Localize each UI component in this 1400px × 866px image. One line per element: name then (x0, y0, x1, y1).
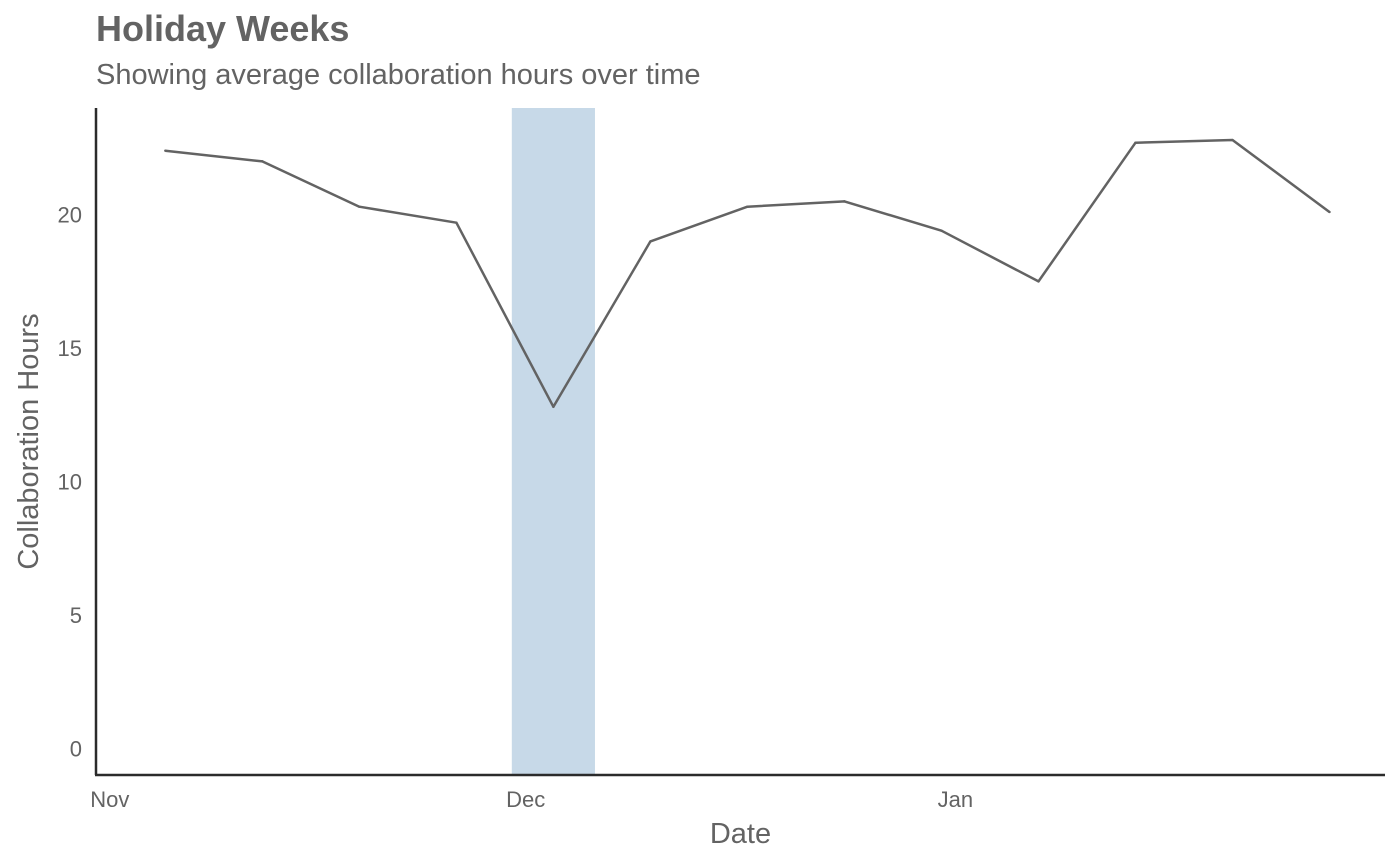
series-line (165, 138, 1331, 409)
chart-subtitle: Showing average collaboration hours over… (96, 59, 701, 91)
x-tick-label: Nov (90, 787, 129, 812)
data-point (843, 200, 846, 203)
x-tick-label: Dec (506, 787, 545, 812)
data-point (455, 221, 458, 224)
y-axis-label: Collaboration Hours (13, 313, 45, 569)
data-point (261, 160, 264, 163)
data-point (649, 240, 652, 243)
holiday-highlight-band (511, 108, 595, 775)
data-point (552, 405, 555, 409)
x-axis-label: Date (710, 818, 771, 850)
data-point (358, 205, 361, 208)
data-point (164, 149, 167, 152)
x-tick-label: Jan (938, 787, 973, 812)
y-tick-label: 20 (58, 203, 82, 228)
data-point (1231, 138, 1234, 142)
data-point (940, 229, 943, 232)
y-tick-label: 5 (70, 603, 82, 628)
data-point (1134, 141, 1137, 144)
chart-title: Holiday Weeks (96, 8, 350, 49)
data-point (1037, 280, 1040, 283)
data-point (746, 205, 749, 208)
y-tick-label: 15 (58, 336, 82, 361)
y-tick-label: 0 (70, 736, 82, 761)
y-tick-label: 10 (58, 470, 82, 495)
data-point (1328, 210, 1331, 214)
